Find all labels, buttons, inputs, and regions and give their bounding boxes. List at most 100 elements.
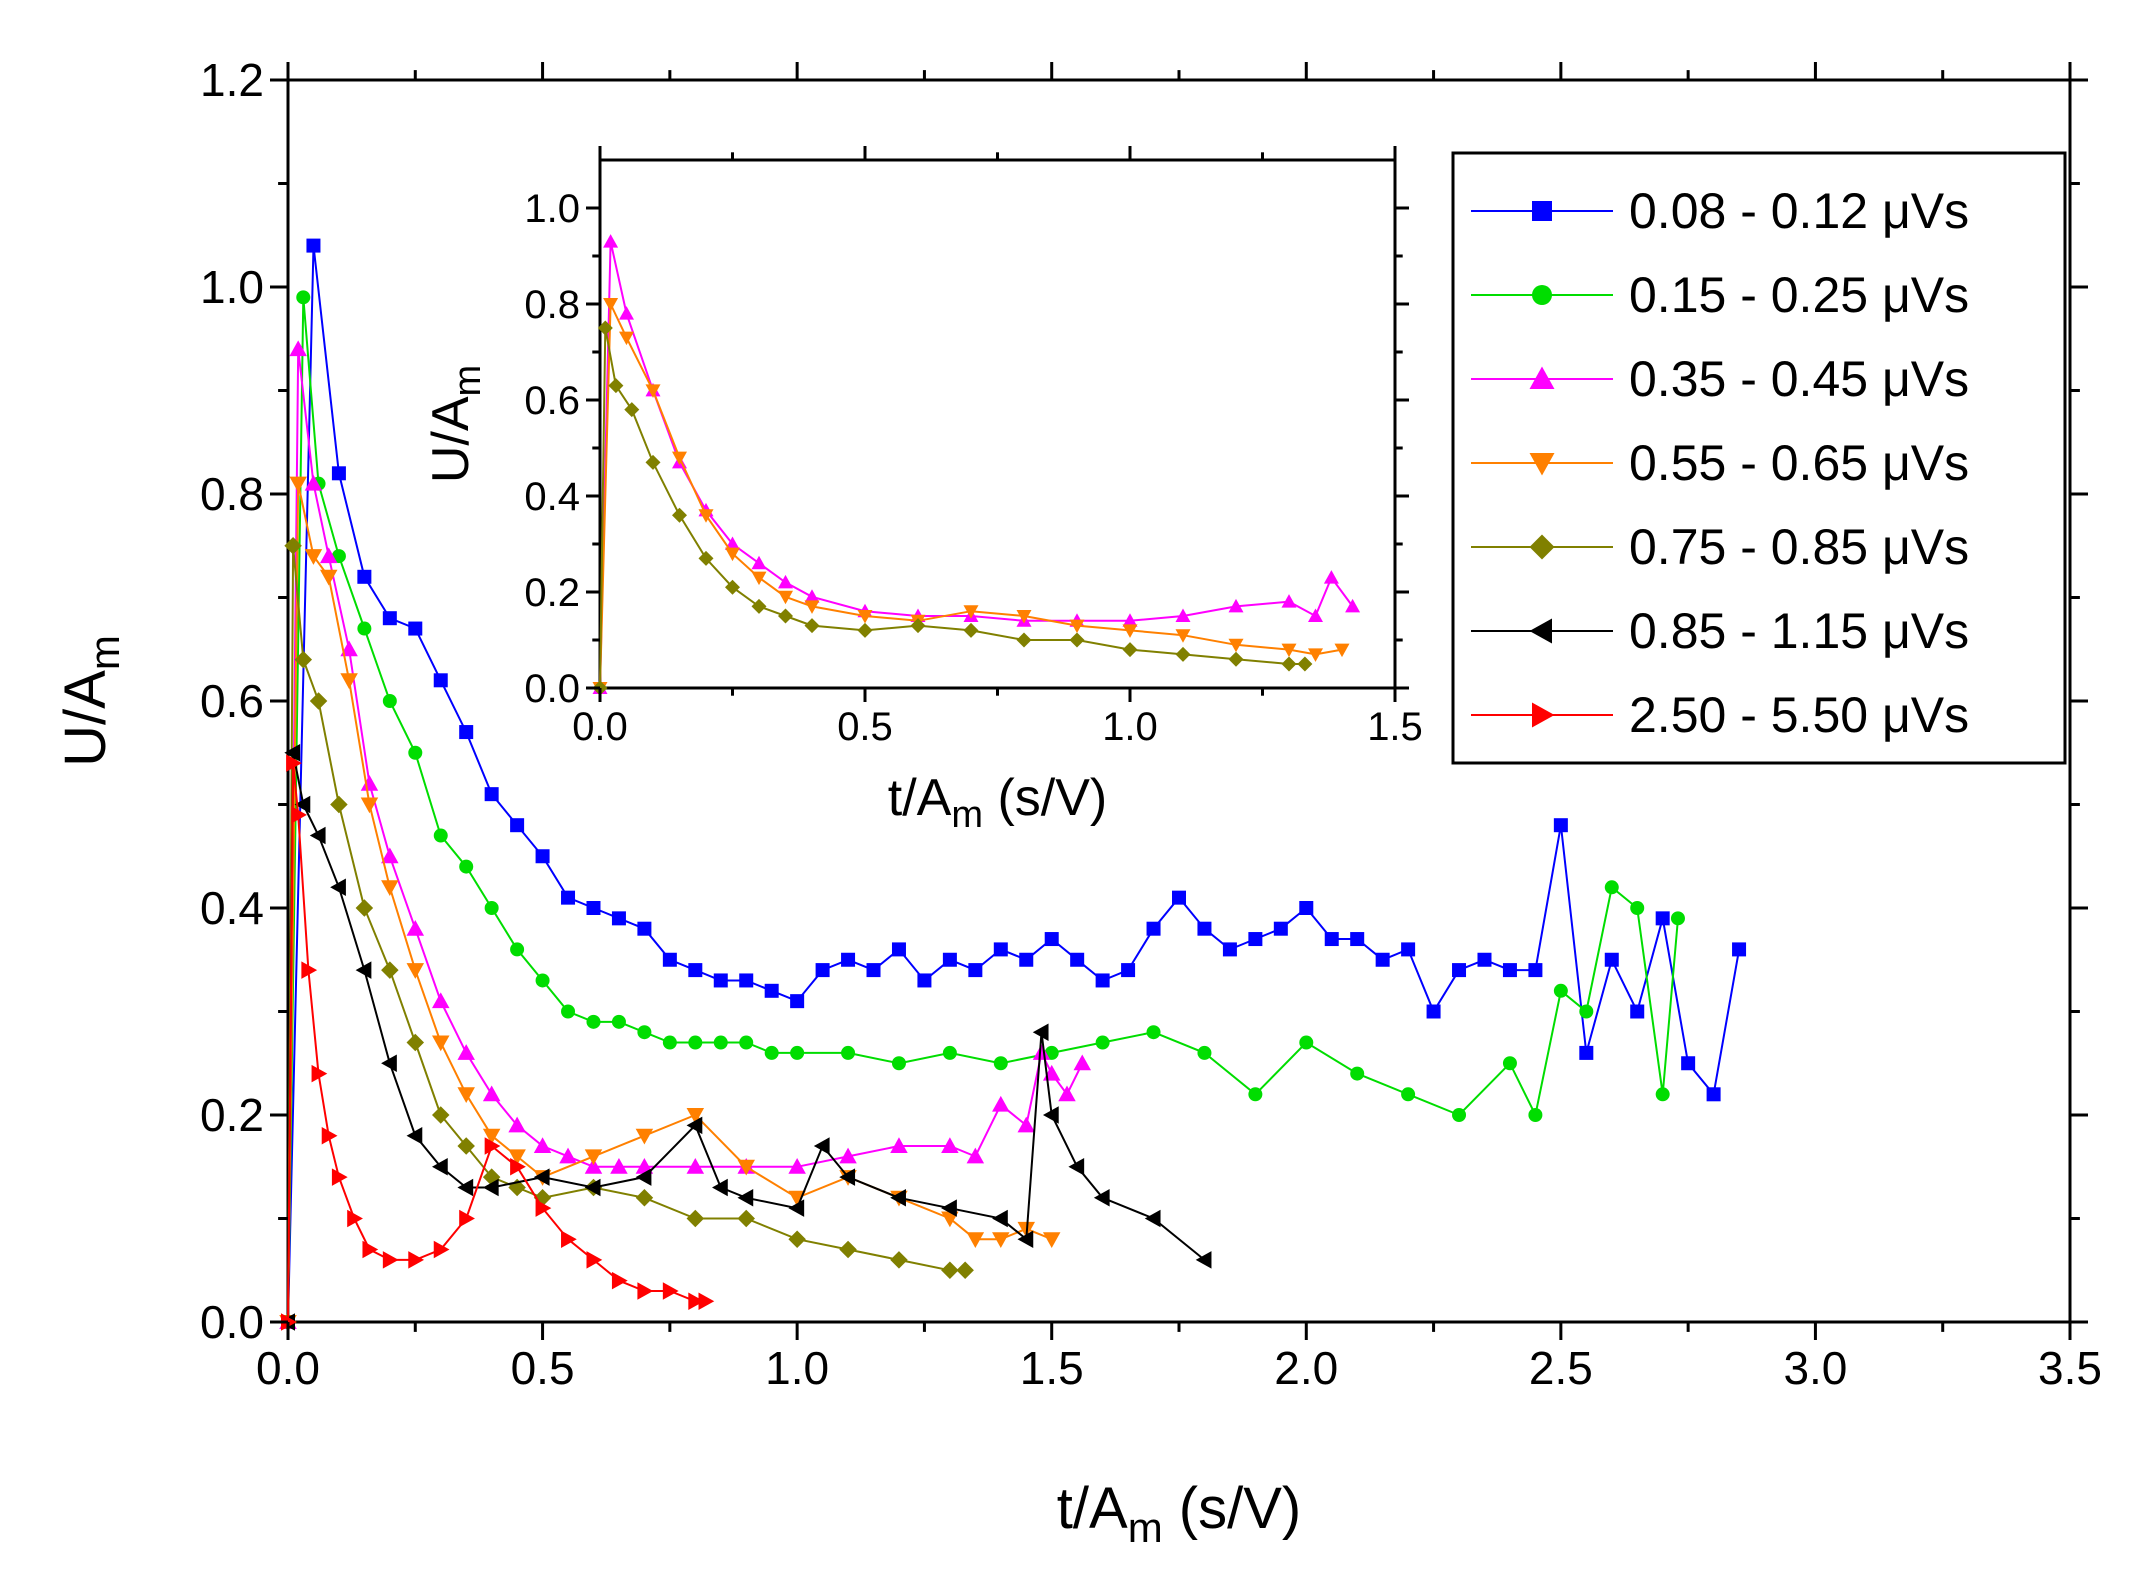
main-series-5-point [1042,1106,1059,1124]
legend-marker [1532,702,1555,728]
main-series-6-point [408,1251,425,1269]
main-series-3-point [635,1128,654,1145]
main-series-2-point [584,1158,603,1174]
main-series-0-point [1044,932,1059,947]
main-series-5-point [431,1158,448,1176]
main-series-1-point [357,621,372,636]
main-series-0-point [1681,1056,1696,1071]
inset-series-2-point [725,579,740,595]
main-series-3-point [966,1232,985,1248]
main-series-6-point [535,1199,552,1217]
legend-box [1451,151,2067,765]
main-series-4-point [686,1209,705,1228]
inset-series-1-point [645,384,661,398]
inset-series-0-point [1122,613,1138,627]
main-series-5-point [330,878,346,897]
main-y-tick-label: 1.2 [200,54,264,106]
main-series-0-point [1579,1045,1594,1060]
inset-series-1-point [1308,648,1323,662]
main-series-2-point [966,1147,985,1164]
main-series-5-point [1032,1023,1049,1041]
inset-series-2-point [1297,656,1313,672]
inset-y-axis-title: U/Am [422,365,489,483]
legend-label: 0.85 - 1.15 μVs [1629,603,1969,659]
main-series-1-point [1630,901,1645,915]
inset-series-2-point [751,598,767,614]
main-series-0-point [1452,963,1467,978]
main-series-5-point [737,1189,754,1207]
main-series-3-point [508,1149,526,1166]
inset-series-2-point [698,550,714,566]
main-series-6-point [510,1158,526,1176]
main-series-6-point [459,1209,475,1228]
inset-series-2-point [1281,656,1297,672]
main-series-6-point [321,1126,338,1145]
inset-series-1-point [725,547,740,562]
legend-label: 0.15 - 0.25 μVs [1629,267,1969,323]
main-series-1-point [1095,1035,1110,1050]
inset-series-1-point [1175,629,1191,643]
legend-marker [1532,201,1552,221]
main-series-0-point [1070,952,1085,967]
main-series-1-point [535,973,550,988]
main-series-6-point [291,806,307,824]
main-series-6-point [698,1292,715,1311]
inset-series-0-point [751,555,767,570]
main-series-4-point [737,1209,755,1228]
main-series-6-point [586,1251,603,1269]
inset-y-tick-label: 1.0 [524,187,580,231]
legend-marker [1529,366,1555,389]
main-series-4-point [839,1240,857,1259]
main-series-4-point [330,795,348,814]
inset-series-1-point [698,509,714,523]
main-series-1-point [1579,1004,1594,1019]
inset-y-tick-label: 0.2 [524,571,580,615]
main-series-5-point [788,1199,805,1217]
main-x-tick-label: 2.5 [1529,1342,1593,1394]
inset-series-2-point [672,507,687,523]
main-series-1-point [586,1014,601,1029]
main-y-tick-label: 0.0 [200,1296,264,1348]
inset-series-0-point [778,574,793,589]
main-series-0-point [815,963,830,978]
main-series-4-point [890,1251,908,1269]
main-series-2-point [508,1116,526,1133]
inset-series-2-point [963,622,979,638]
inset-series-1-point [672,451,687,466]
main-series-5-point [457,1178,474,1197]
legend-label: 2.50 - 5.50 μVs [1629,687,1969,743]
main-series-0-point [1655,911,1670,926]
main-series-0-point [1222,942,1237,957]
inset-series-1-point [857,610,873,624]
inset-series-1-point [603,298,619,312]
main-series-6-point [637,1282,654,1300]
main-series-5-point [482,1178,499,1197]
main-series-0-point [764,983,779,998]
main-y-tick-label: 0.4 [200,882,264,934]
main-series-3-point [360,797,379,814]
main-series-0-line [287,245,1741,1323]
main-series-0-point [306,238,321,253]
main-x-tick-label: 3.0 [1783,1342,1847,1394]
main-series-2-point [610,1158,628,1174]
main-series-6-point [662,1282,679,1300]
main-series-3-point [289,476,307,493]
main-series-0-point [1121,963,1136,978]
main-series-1-point [942,1045,957,1060]
main-series-0-point [739,973,754,988]
main-series-5-point [712,1178,728,1197]
main-series-3-point [992,1232,1010,1248]
main-series-0-point [866,963,881,978]
main-series-0-point [1146,921,1161,936]
main-series-2-point [992,1095,1010,1112]
inset-series-2-point [1175,646,1191,662]
main-series-2-point [289,340,307,357]
main-series-2-point [839,1147,857,1164]
y-axis-title-main: U/A [53,670,118,767]
main-series-5-point [1144,1209,1161,1228]
main-series-1-point [1452,1108,1467,1122]
main-series-3-point [304,549,323,565]
main-series-0-point [510,818,525,833]
main-x-tick-label: 1.5 [1020,1342,1084,1394]
